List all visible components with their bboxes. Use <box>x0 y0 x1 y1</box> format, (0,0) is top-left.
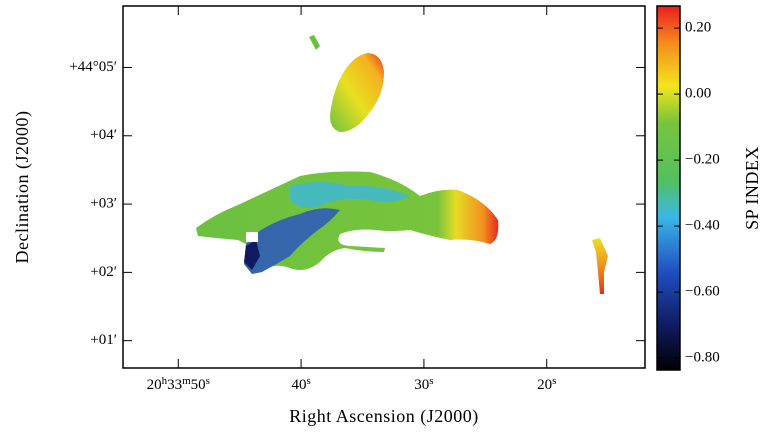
y-tick-label: +01′ <box>90 332 117 348</box>
blue-region <box>244 208 340 274</box>
colorbar-tick-label: 0.00 <box>685 86 711 102</box>
emission-map <box>196 35 608 294</box>
y-tick-label: +02′ <box>90 264 117 280</box>
y-axis-title: Declination (J2000) <box>12 111 33 264</box>
y-tick-label: +44°05′ <box>69 59 117 75</box>
colorbar-tick-label: −0.40 <box>685 218 720 234</box>
east-streak <box>592 238 608 294</box>
x-axis-title: Right Ascension (J2000) <box>289 406 479 427</box>
north-source <box>330 53 384 132</box>
x-tick-label: 20s <box>537 375 556 394</box>
small-source <box>309 35 320 50</box>
x-tick-label: 20h33m50s <box>147 375 210 394</box>
y-tick-label: +03′ <box>90 196 117 212</box>
colorbar-title: SP INDEX <box>742 146 762 230</box>
y-tick-label: +04′ <box>90 127 117 143</box>
x-tick-label: 30s <box>414 375 433 394</box>
colorbar-tick-label: −0.20 <box>685 152 720 168</box>
colorbar-tick-label: −0.60 <box>685 284 720 300</box>
colorbar-tick-label: −0.80 <box>685 350 720 366</box>
x-tick-label: 40s <box>291 375 310 394</box>
cyan-region <box>290 182 410 208</box>
blank <box>246 232 258 242</box>
colorbar-tick-label: 0.20 <box>685 20 711 36</box>
plot-frame <box>122 5 646 369</box>
colorbar <box>656 5 681 371</box>
dark-region <box>244 240 260 270</box>
